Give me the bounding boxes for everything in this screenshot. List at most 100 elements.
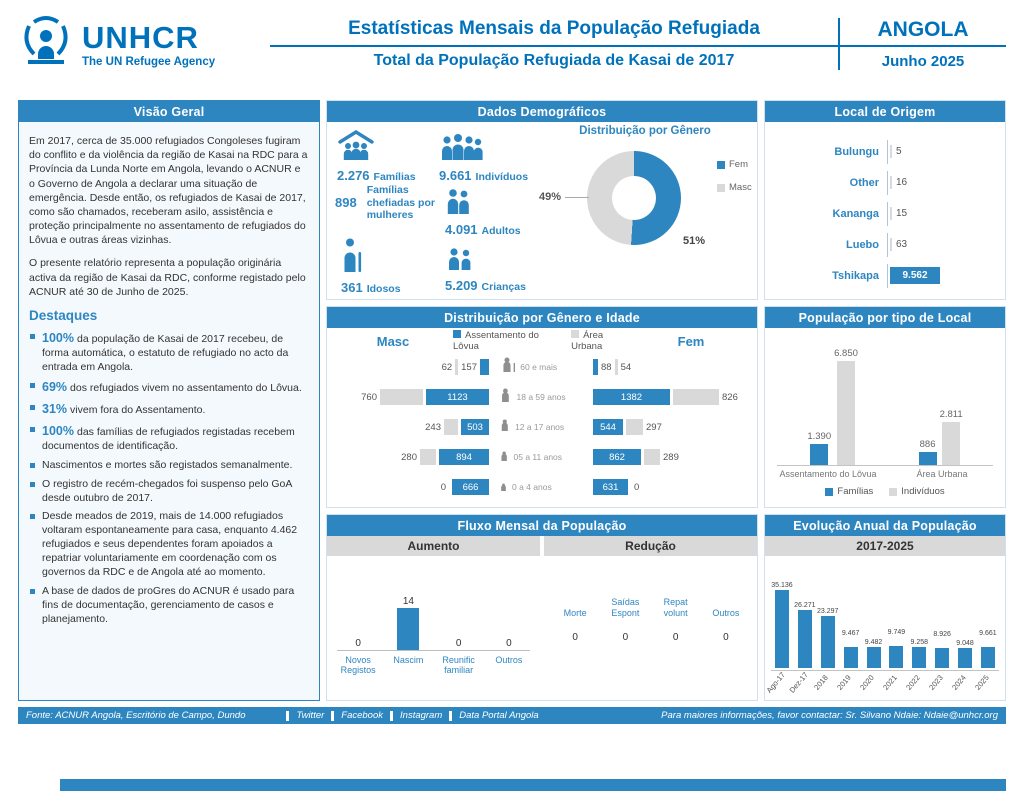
pyramid-masc-side: 243 503 [327, 419, 489, 435]
location-plot: 1.390 6.850 886 2.811 [777, 332, 993, 466]
stat-idosos: 361 Idosos [341, 238, 401, 297]
highlight-item: 100% das famílias de refugiados registada… [29, 423, 309, 454]
legend-item-masc: Masc [717, 182, 752, 193]
header-titles: Estatísticas Mensais da População Refugi… [270, 10, 1006, 70]
highlight-item: 69% dos refugiados vivem no assentamento … [29, 379, 309, 396]
header-rule [270, 45, 1006, 47]
country-label: ANGOLA [838, 18, 1006, 45]
pyramid-masc-side: 760 1123 [327, 389, 489, 405]
settlement-bar-masc: 894 [439, 449, 489, 465]
highlight-item: O registro de recém-chegados foi suspens… [29, 478, 309, 506]
instagram-link[interactable]: Instagram [400, 710, 443, 721]
pyramid-fem-side: 88 54 [593, 359, 755, 375]
bar-value-label: 2.811 [939, 409, 963, 420]
origin-bar [890, 238, 892, 251]
separator [390, 710, 394, 721]
urban-bar-masc [455, 359, 459, 375]
settlement-bar-fem: 631 [593, 479, 628, 495]
annual-bar [843, 647, 858, 669]
location-bar-col: 2.811 [940, 409, 963, 465]
familias-bar [918, 452, 937, 465]
pyramid-row: 243 503 12 a 17 anos 544 297 [327, 412, 757, 442]
location-group: 886 2.811 [918, 409, 963, 465]
highlight-text: A base de dados de proGres do ACNUR é us… [42, 584, 295, 625]
annual-value-label: 8.926 [933, 631, 951, 639]
annual-panel: Evolução Anual da População 2017-2025 35… [764, 514, 1006, 701]
gender-legend: Fem Masc [717, 159, 752, 193]
toddler-icon [501, 478, 507, 496]
origin-name: Other [849, 176, 879, 189]
origin-value: 15 [896, 208, 908, 219]
age-group: 0 a 4 anos [489, 478, 593, 496]
pyramid-legend: Assentamento do Lôvua Área Urbana [453, 330, 631, 352]
location-cats: Assentamento do Lôvua Área Urbana [771, 469, 999, 479]
facebook-link[interactable]: Facebook [341, 710, 384, 721]
pyramid-masc-side: 280 894 [327, 449, 489, 465]
origin-panel-title: Local de Origem [765, 101, 1005, 122]
annual-bar [980, 647, 995, 669]
urban-marker-icon [571, 330, 580, 338]
legend-item-individuos: Indivíduos [889, 486, 945, 497]
stat-criancas: 5.209 Crianças [445, 246, 526, 295]
category-label: Assentamento do Lôvua [779, 469, 877, 479]
annual-bar-slot: 9.258 2022 [904, 558, 930, 701]
bar-value-label: 886 [919, 439, 936, 450]
category-label: Área Urbana [916, 469, 968, 479]
urban-bar-masc [380, 389, 423, 405]
decrease-title: Redução [544, 536, 757, 556]
decrease-section: Redução Morte 0 Saídas Espont 0 Repat volunt… [544, 536, 757, 701]
increase-section: Aumento 0 Novos Registos 14 Nascim 0 Reunific… [327, 536, 540, 701]
flow-zero-slot: Morte 0 [550, 582, 600, 701]
settlement-bar-masc: 666 [452, 479, 489, 495]
flow-value: 0 [355, 638, 361, 649]
highlights-list: 100% da população de Kasai de 2017 recebe… [29, 330, 309, 626]
annual-value-label: 23.297 [817, 608, 839, 616]
flow-zero-slot: Saídas Espont 0 [600, 582, 650, 701]
annual-value-label: 26.271 [794, 602, 816, 610]
pyramid-panel-title: Distribuição por Gênero e Idade [327, 307, 757, 328]
origin-row: Luebo 63 [765, 229, 1005, 260]
annual-bar [935, 648, 950, 669]
highlight-item: 31% vivem fora do Assentamento. [29, 401, 309, 418]
flow-category: Repat volunt [663, 597, 688, 618]
pyramid-masc-side: 0 666 [327, 479, 489, 495]
origin-value-box: 9.562 [890, 267, 940, 284]
urban-value-fem: 297 [646, 421, 662, 433]
location-group: 1.390 6.850 [807, 348, 858, 465]
highlight-item: 100% da população de Kasai de 2017 recebe… [29, 330, 309, 375]
flow-bar-slot: 14 Nascim [383, 566, 433, 701]
urban-value-fem: 54 [620, 361, 632, 373]
origin-bar [890, 176, 892, 189]
annual-bar-slot: 9.048 2024 [950, 558, 976, 701]
stat-value: 361 [341, 280, 363, 295]
individuos-bar [837, 361, 855, 465]
flow-category: Outros [495, 655, 523, 665]
location-bar-col: 1.390 [807, 431, 831, 465]
pyramid-fem-side: 862 289 [593, 449, 755, 465]
location-bar-col: 6.850 [834, 348, 858, 465]
annual-panel-title: Evolução Anual da População [765, 515, 1005, 536]
flow-panel: Fluxo Mensal da População Aumento 0 Novos… [326, 514, 758, 701]
twitter-link[interactable]: Twitter [296, 710, 325, 721]
data-portal-link[interactable]: Data Portal Angola [459, 710, 539, 721]
decrease-chart: Morte 0 Saídas Espont 0 Repat volunt 0 Outros 0 [544, 556, 757, 701]
urban-bar-masc [420, 449, 436, 465]
origin-name: Tshikapa [832, 269, 879, 282]
demographics-panel: Dados Demográficos 2.276 Famílias [326, 100, 758, 300]
origin-bar [890, 145, 892, 158]
stat-adultos: 4.091 Adultos [445, 188, 521, 239]
flow-bar-slot: 0 Reunific familiar [434, 566, 484, 701]
urban-bar-masc [444, 419, 458, 435]
legend-item-settlement: Assentamento do Lôvua [453, 330, 539, 352]
settlement-bar-masc: 503 [461, 419, 489, 435]
separator [449, 710, 453, 721]
annual-bar [774, 590, 789, 669]
footer-bar: Fonte: ACNUR Angola, Escritório de Campo… [18, 707, 1006, 724]
origin-value-zone: 5 [887, 139, 902, 164]
origin-name: Bulungu [834, 145, 879, 158]
individuos-bar [942, 422, 961, 465]
flow-zero-slot: Repat volunt 0 [651, 582, 701, 701]
highlight-item: A base de dados de proGres do ACNUR é us… [29, 585, 309, 627]
pyramid-fem-side: 1382 826 [593, 389, 755, 405]
highlight-text: das famílias de refugiados registadas re… [42, 426, 295, 453]
